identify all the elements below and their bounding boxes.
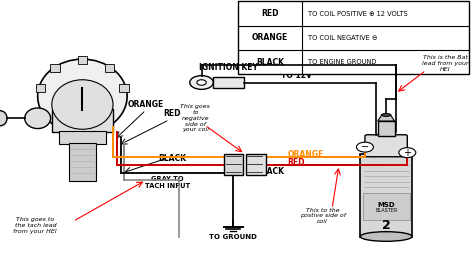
Ellipse shape bbox=[0, 111, 7, 126]
Bar bbox=[360, 154, 412, 236]
Text: BLACK: BLACK bbox=[256, 57, 284, 67]
Ellipse shape bbox=[382, 114, 391, 116]
Text: TO ENGINE GROUND: TO ENGINE GROUND bbox=[308, 59, 376, 65]
Ellipse shape bbox=[360, 232, 412, 241]
Bar bbox=[105, 64, 114, 72]
Ellipse shape bbox=[25, 108, 51, 128]
Bar bbox=[363, 192, 410, 220]
Text: This goes to
the tach lead
from your HEI: This goes to the tach lead from your HEI bbox=[13, 217, 57, 234]
Bar bbox=[119, 84, 129, 92]
Polygon shape bbox=[378, 116, 395, 121]
Text: This goes
to
negative
side of
your coil: This goes to negative side of your coil bbox=[181, 104, 210, 132]
Text: GRAY TO
TACH INPUT: GRAY TO TACH INPUT bbox=[145, 176, 190, 189]
Bar bbox=[50, 64, 60, 72]
Circle shape bbox=[356, 142, 374, 152]
Text: TO 12V: TO 12V bbox=[281, 71, 312, 80]
Bar bbox=[78, 56, 87, 64]
Text: 2: 2 bbox=[382, 219, 391, 232]
Bar bbox=[36, 84, 46, 92]
Text: This is the Bat
lead from your
HEI: This is the Bat lead from your HEI bbox=[422, 55, 468, 72]
Bar bbox=[69, 143, 96, 182]
Text: ORANGE: ORANGE bbox=[128, 100, 164, 109]
Text: TO COIL NEGATIVE ⊖: TO COIL NEGATIVE ⊖ bbox=[308, 35, 377, 41]
Bar bbox=[238, 1, 468, 74]
Text: BLACK: BLACK bbox=[158, 154, 186, 163]
FancyBboxPatch shape bbox=[365, 135, 407, 157]
Bar bbox=[378, 121, 395, 136]
Bar bbox=[246, 154, 265, 175]
Text: +: + bbox=[403, 148, 411, 158]
Circle shape bbox=[399, 148, 416, 158]
Text: RED: RED bbox=[261, 9, 279, 18]
Circle shape bbox=[197, 80, 206, 85]
Text: This to the
postive side of
coil: This to the postive side of coil bbox=[300, 208, 346, 224]
Text: TO COIL POSITIVE ⊕ 12 VOLTS: TO COIL POSITIVE ⊕ 12 VOLTS bbox=[308, 10, 408, 16]
Text: MSD: MSD bbox=[377, 202, 395, 208]
Text: BLASTER: BLASTER bbox=[375, 208, 397, 213]
Bar bbox=[59, 131, 106, 144]
Text: ORANGE: ORANGE bbox=[287, 150, 323, 159]
Circle shape bbox=[190, 76, 213, 89]
Text: BLACK: BLACK bbox=[256, 167, 284, 176]
Ellipse shape bbox=[37, 59, 127, 133]
Text: IGNITION KEY: IGNITION KEY bbox=[199, 63, 258, 72]
Text: RED: RED bbox=[287, 158, 305, 167]
Text: −: − bbox=[361, 142, 369, 152]
Bar bbox=[52, 109, 113, 132]
Text: TO GROUND: TO GROUND bbox=[209, 234, 257, 240]
Text: ORANGE: ORANGE bbox=[252, 33, 288, 42]
Text: RED: RED bbox=[163, 109, 181, 118]
Bar bbox=[224, 154, 244, 175]
Bar bbox=[213, 77, 244, 88]
Ellipse shape bbox=[52, 80, 113, 129]
